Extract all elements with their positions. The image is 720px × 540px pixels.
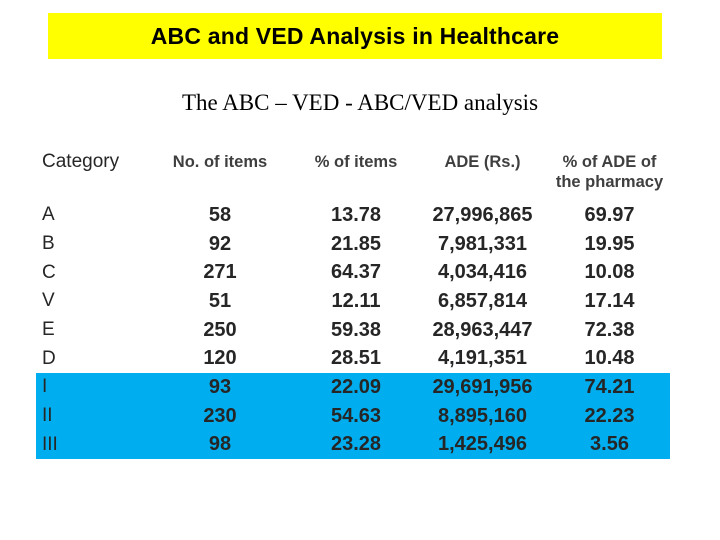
table-row: A 58 13.78 27,996,865 69.97 [36, 201, 670, 230]
table-row: II 230 54.63 8,895,160 22.23 [36, 401, 670, 431]
cell-no-of-items: 51 [208, 289, 232, 312]
cell-pct-of-items: 22.09 [330, 375, 382, 398]
table-row: E 250 59.38 28,963,447 72.38 [36, 316, 670, 345]
column-header-no-of-items: No. of items [172, 153, 268, 171]
cell-no-of-items: 98 [208, 433, 232, 456]
cell-ade-rs: 4,034,416 [438, 261, 527, 284]
cell-category: III [42, 433, 58, 455]
column-header-pct-of-ade: % of ADE of the pharmacy [555, 153, 664, 191]
table-header-row: Category No. of items % of items ADE (Rs… [36, 152, 670, 201]
table-row: B 92 21.85 7,981,331 19.95 [36, 230, 670, 259]
cell-ade-rs: 28,963,447 [432, 318, 533, 341]
cell-pct-of-items: 59.38 [330, 318, 382, 341]
cell-category: II [42, 405, 53, 427]
cell-category: C [42, 261, 56, 283]
cell-pct-of-ade: 10.08 [584, 261, 635, 284]
slide-title-banner: ABC and VED Analysis in Healthcare [48, 13, 662, 59]
cell-category: E [42, 319, 55, 341]
cell-pct-of-items: 12.11 [331, 289, 381, 312]
table-row: D 120 28.51 4,191,351 10.48 [36, 344, 670, 373]
column-header-pct-of-items: % of items [314, 153, 398, 171]
cell-no-of-items: 120 [203, 347, 237, 370]
cell-category: D [42, 347, 56, 369]
cell-pct-of-items: 23.28 [330, 433, 382, 456]
slide-subtitle: The ABC – VED - ABC/VED analysis [181, 90, 539, 115]
table-row: III 98 23.28 1,425,496 3.56 [36, 430, 670, 460]
cell-pct-of-items: 64.37 [330, 261, 382, 284]
cell-ade-rs: 6,857,814 [438, 289, 527, 312]
cell-ade-rs: 29,691,956 [432, 375, 533, 398]
table-row: I 93 22.09 29,691,956 74.21 [36, 373, 670, 402]
cell-category: B [42, 233, 55, 255]
abc-ved-analysis-table: Category No. of items % of items ADE (Rs… [36, 152, 670, 460]
cell-pct-of-ade: 22.23 [584, 404, 635, 427]
cell-ade-rs: 7,981,331 [438, 232, 527, 255]
cell-pct-of-ade: 69.97 [584, 203, 635, 226]
cell-pct-of-ade: 17.14 [584, 289, 635, 312]
table-body: A 58 13.78 27,996,865 69.97 B 92 21.85 7,981,331… [36, 201, 670, 460]
cell-ade-rs: 4,191,351 [438, 347, 527, 370]
cell-pct-of-ade: 19.95 [584, 232, 635, 255]
cell-pct-of-items: 21.85 [330, 232, 382, 255]
cell-no-of-items: 250 [203, 318, 237, 341]
table-row: V 51 12.11 6,857,814 17.14 [36, 287, 670, 316]
cell-ade-rs: 1,425,496 [438, 433, 527, 456]
cell-category: V [42, 290, 55, 312]
cell-no-of-items: 230 [203, 404, 237, 427]
cell-no-of-items: 58 [208, 203, 232, 226]
cell-category: I [42, 376, 48, 398]
cell-no-of-items: 93 [208, 375, 232, 398]
cell-ade-rs: 27,996,865 [432, 203, 533, 226]
cell-pct-of-items: 28.51 [330, 347, 382, 370]
slide-title: ABC and VED Analysis in Healthcare [150, 22, 560, 49]
cell-no-of-items: 271 [203, 261, 237, 284]
cell-pct-of-ade: 10.48 [584, 347, 635, 370]
cell-pct-of-items: 13.78 [330, 203, 382, 226]
cell-pct-of-items: 54.63 [330, 404, 382, 427]
cell-ade-rs: 8,895,160 [438, 404, 527, 427]
column-header-category: Category [42, 151, 120, 172]
cell-category: A [42, 204, 55, 226]
cell-pct-of-ade: 74.21 [584, 375, 635, 398]
cell-pct-of-ade: 72.38 [584, 318, 635, 341]
cell-pct-of-ade: 3.56 [590, 433, 629, 456]
column-header-ade-rs: ADE (Rs.) [444, 153, 521, 171]
table-row: C 271 64.37 4,034,416 10.08 [36, 258, 670, 287]
cell-no-of-items: 92 [208, 232, 232, 255]
